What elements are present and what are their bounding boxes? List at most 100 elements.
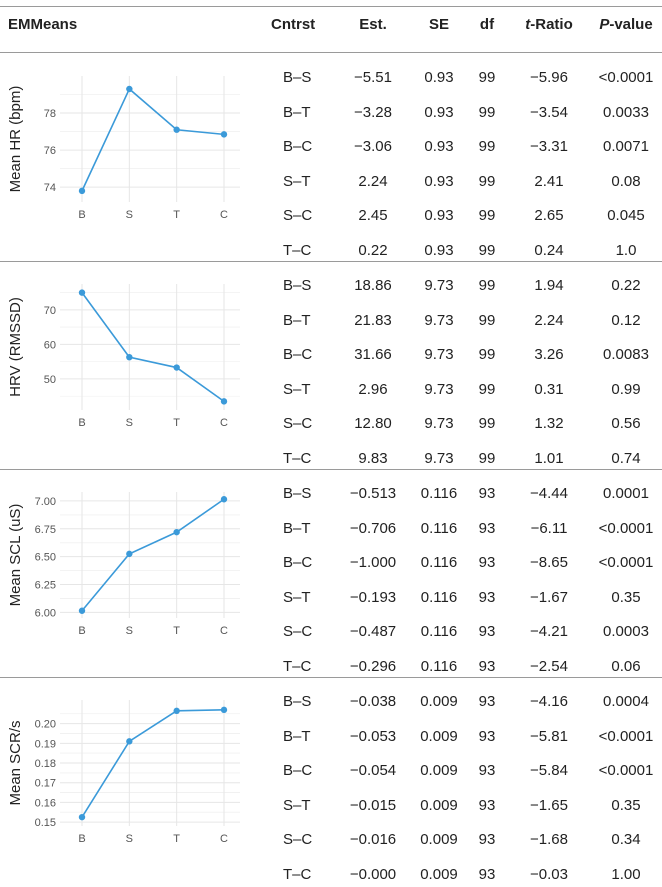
df-cell: 93 — [478, 796, 496, 814]
estimate-cell: −0.054 — [349, 762, 397, 779]
estimate-cell: 2.96 — [358, 380, 388, 398]
data-point — [173, 126, 180, 133]
se-cell: 0.93 — [424, 172, 454, 190]
y-tick-label: 6.75 — [35, 524, 56, 536]
contrast-cell: B–S — [283, 485, 312, 502]
se-cell: 0.116 — [420, 519, 458, 537]
t-ratio-cell: −3.31 — [530, 138, 568, 155]
contrast-cell: B–C — [283, 138, 313, 155]
y-axis-label: Mean HR (bpm) — [7, 86, 24, 193]
header-df: df — [479, 16, 495, 33]
series-line — [81, 709, 225, 818]
t-ratio-cell: −0.03 — [530, 865, 568, 883]
estimate-cell: 18.86 — [354, 277, 392, 294]
y-tick-label: 0.17 — [35, 778, 56, 790]
se-cell: 9.73 — [424, 380, 454, 398]
t-ratio-cell: 1.94 — [534, 277, 564, 294]
estimate-cell: −1.000 — [349, 554, 397, 571]
p-value-cell: <0.0001 — [598, 69, 654, 86]
df-cell: 99 — [478, 380, 496, 398]
contrast-cell: S–T — [283, 172, 311, 190]
se-cell: 0.009 — [420, 693, 458, 710]
estimate-cell: 21.83 — [354, 311, 392, 329]
t-ratio-cell: −6.11 — [530, 519, 568, 537]
estimate-cell: −0.193 — [349, 588, 397, 606]
contrast-cell: B–S — [283, 277, 312, 294]
df-cell: 93 — [478, 727, 496, 745]
p-value-cell: 0.56 — [611, 415, 641, 432]
contrast-cell: S–C — [283, 415, 313, 432]
df-cell: 99 — [478, 346, 496, 363]
estimate-cell: −0.053 — [349, 727, 397, 745]
df-cell: 99 — [478, 172, 496, 190]
data-point — [173, 707, 180, 715]
y-tick-label: 76 — [44, 145, 56, 157]
p-value-cell: <0.0001 — [598, 519, 654, 537]
t-ratio-cell: −4.21 — [530, 623, 568, 640]
x-tick-label: B — [78, 209, 85, 221]
df-cell: 93 — [478, 485, 496, 502]
se-cell: 0.116 — [420, 554, 458, 571]
df-cell: 93 — [478, 554, 496, 571]
se-cell: 0.93 — [424, 103, 454, 121]
t-ratio-cell: 3.26 — [534, 346, 564, 363]
contrast-cell: B–T — [283, 103, 311, 121]
y-tick-label: 50 — [44, 374, 56, 386]
data-point — [220, 706, 228, 714]
contrast-cell: B–C — [283, 762, 313, 779]
se-cell: 0.93 — [424, 207, 454, 224]
df-cell: 99 — [478, 207, 496, 224]
x-tick-label: S — [126, 833, 133, 845]
se-cell: 0.116 — [420, 485, 458, 502]
header-emmeans: EMMeans — [8, 16, 78, 33]
estimate-cell: −0.487 — [349, 623, 397, 640]
contrast-cell: B–S — [283, 69, 312, 86]
emmeans-line-chart: 6.00 6.25 6.50 6.75 7.00 B S T C Mean SCL (uS) — [7, 492, 240, 637]
estimate-cell: 2.45 — [358, 207, 388, 224]
x-tick-label: S — [126, 417, 133, 429]
y-axis-label: Mean SCR/s — [7, 720, 24, 805]
df-cell: 99 — [478, 277, 496, 294]
df-cell: 93 — [478, 623, 496, 640]
estimate-cell: −0.000 — [349, 865, 397, 883]
p-value-cell: 0.22 — [611, 277, 641, 294]
estimate-cell: −3.28 — [354, 103, 392, 121]
t-ratio-cell: 1.01 — [534, 449, 564, 467]
contrast-cell: B–S — [283, 693, 312, 710]
df-cell: 99 — [478, 415, 496, 432]
t-ratio-cell: −8.65 — [530, 554, 568, 571]
data-point — [78, 187, 86, 195]
p-value-cell: 0.0083 — [603, 346, 649, 363]
y-tick-label: 0.18 — [35, 758, 56, 770]
contrast-cell: B–T — [283, 519, 311, 537]
y-tick-label: 7.00 — [35, 496, 56, 508]
p-value-cell: 0.0001 — [603, 485, 649, 502]
df-cell: 93 — [478, 865, 496, 883]
estimate-cell: −0.296 — [349, 657, 397, 675]
df-cell: 93 — [478, 693, 496, 710]
x-tick-label: S — [126, 209, 133, 221]
data-point — [126, 550, 133, 558]
data-point — [220, 131, 228, 138]
header-p-value: P-value — [590, 12, 662, 38]
t-ratio-cell: −5.81 — [530, 727, 568, 745]
t-ratio-cell: −5.96 — [530, 69, 568, 86]
t-ratio-cell: 2.41 — [534, 172, 564, 190]
df-cell: 99 — [478, 241, 496, 259]
p-value-cell: 0.34 — [611, 831, 641, 848]
t-ratio-cell: −1.65 — [530, 796, 568, 814]
estimate-cell: −0.513 — [349, 485, 397, 502]
header-estimate: Est. — [359, 16, 387, 33]
p-value-cell: 0.35 — [611, 796, 641, 814]
x-tick-label: C — [220, 209, 228, 221]
se-cell: 0.93 — [424, 138, 454, 155]
y-tick-label: 74 — [44, 182, 56, 194]
contrast-cell: S–C — [283, 623, 313, 640]
p-value-cell: 0.0033 — [603, 103, 649, 121]
se-cell: 0.116 — [420, 588, 458, 606]
y-tick-label: 70 — [44, 305, 56, 317]
y-tick-label: 6.25 — [35, 580, 56, 592]
estimate-cell: −0.038 — [349, 693, 397, 710]
data-point — [78, 607, 86, 614]
t-ratio-cell: −1.67 — [530, 588, 568, 606]
